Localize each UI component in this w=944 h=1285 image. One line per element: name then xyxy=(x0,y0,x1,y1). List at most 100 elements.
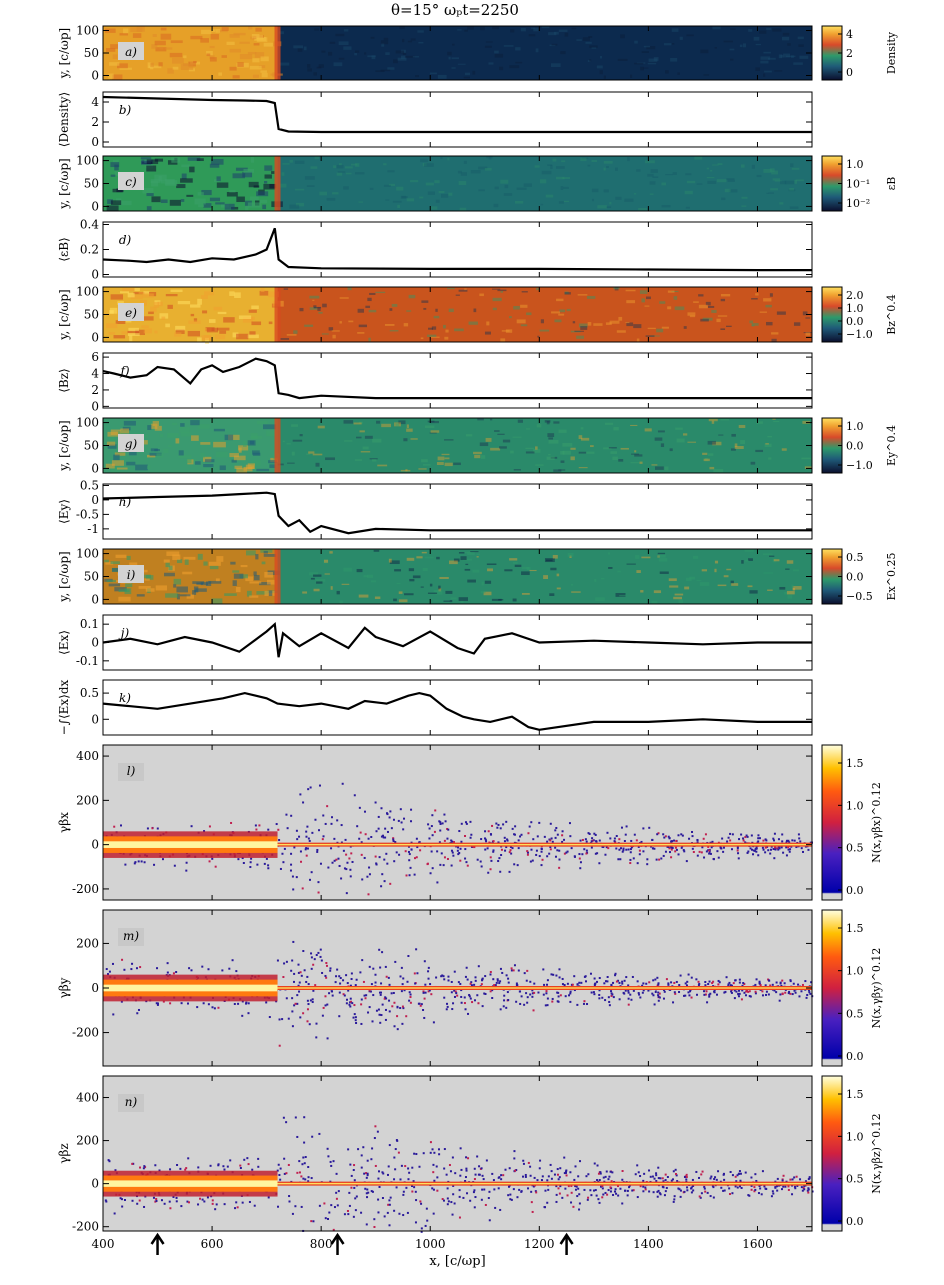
particle-dot xyxy=(709,992,712,995)
particle-dot xyxy=(787,839,790,842)
particle-dot xyxy=(350,1174,353,1177)
particle-dot xyxy=(345,1002,348,1005)
texture-patch xyxy=(440,157,443,159)
texture-patch xyxy=(343,29,349,32)
texture-patch xyxy=(718,434,724,436)
texture-patch xyxy=(173,584,177,588)
texture-patch xyxy=(163,448,169,454)
particle-dot xyxy=(354,984,357,987)
particle-dot xyxy=(201,1198,204,1201)
particle-dot xyxy=(717,979,720,982)
particle-dot xyxy=(764,984,767,987)
particle-dot xyxy=(294,1002,297,1005)
particle-dot xyxy=(457,846,460,849)
texture-patch xyxy=(745,559,749,562)
particle-dot xyxy=(761,990,764,993)
particle-dot xyxy=(755,850,758,853)
particle-dot xyxy=(698,1176,701,1179)
particle-dot xyxy=(375,863,378,866)
particle-dot xyxy=(288,1200,291,1203)
texture-patch xyxy=(562,442,573,447)
particle-dot xyxy=(385,852,388,855)
particle-dot xyxy=(524,1173,527,1176)
particle-dot xyxy=(318,1132,321,1135)
particle-dot xyxy=(531,995,534,998)
particle-dot xyxy=(499,870,502,873)
particle-dot xyxy=(156,1002,159,1005)
particle-dot xyxy=(355,978,358,981)
texture-patch xyxy=(189,166,195,173)
particle-dot xyxy=(744,841,747,844)
texture-patch xyxy=(152,33,157,37)
particle-dot xyxy=(555,826,558,829)
texture-patch xyxy=(596,65,603,69)
texture-patch xyxy=(119,33,129,36)
particle-dot xyxy=(278,1044,281,1047)
texture-patch xyxy=(716,318,721,323)
colorbar-tick-label: 0.0 xyxy=(846,571,864,584)
particle-dot xyxy=(685,1176,688,1179)
particle-dot xyxy=(658,992,661,995)
texture-patch xyxy=(677,72,681,75)
particle-dot xyxy=(808,991,811,994)
particle-dot xyxy=(427,990,430,993)
particle-dot xyxy=(773,832,776,835)
particle-dot xyxy=(727,983,730,986)
colorbar-tick-label: 0.5 xyxy=(846,1007,864,1020)
particle-dot xyxy=(487,830,490,833)
particle-dot xyxy=(433,830,436,833)
particle-dot xyxy=(791,839,794,842)
particle-dot xyxy=(415,1153,418,1156)
texture-patch xyxy=(389,560,400,565)
particle-dot xyxy=(401,983,404,986)
texture-patch xyxy=(424,163,434,167)
texture-patch xyxy=(409,578,415,582)
particle-dot xyxy=(607,996,610,999)
texture-patch xyxy=(491,598,502,601)
texture-patch xyxy=(609,320,620,324)
texture-patch xyxy=(558,29,568,32)
particle-dot xyxy=(293,972,296,975)
particle-dot xyxy=(775,981,778,984)
texture-patch xyxy=(488,62,494,65)
y-tick-label: 0 xyxy=(91,69,99,83)
particle-dot xyxy=(138,1199,141,1202)
particle-dot xyxy=(797,983,800,986)
particle-dot xyxy=(362,980,365,983)
particle-dot xyxy=(758,982,761,985)
particle-dot xyxy=(366,875,369,878)
particle-dot xyxy=(748,995,751,998)
texture-patch xyxy=(494,53,504,58)
particle-dot xyxy=(707,983,710,986)
particle-dot xyxy=(358,837,361,840)
texture-patch xyxy=(625,322,630,324)
particle-dot xyxy=(450,1201,453,1204)
particle-dot xyxy=(415,1199,418,1202)
particle-dot xyxy=(574,1188,577,1191)
texture-patch xyxy=(661,204,671,208)
texture-patch xyxy=(684,586,690,590)
panel-label-box xyxy=(118,1094,144,1112)
texture-patch xyxy=(686,180,696,184)
particle-dot xyxy=(345,853,348,856)
particle-dot xyxy=(430,850,433,853)
particle-dot xyxy=(687,991,690,994)
colorbar-tick-label: 1.5 xyxy=(846,757,864,770)
particle-dot xyxy=(321,971,324,974)
texture-patch xyxy=(698,294,704,297)
particle-dot xyxy=(627,997,630,1000)
particle-dot xyxy=(710,1175,713,1178)
particle-dot xyxy=(413,1152,416,1155)
particle-dot xyxy=(342,979,345,982)
texture-patch xyxy=(186,594,194,599)
texture-patch xyxy=(610,451,618,454)
texture-patch xyxy=(387,67,395,70)
texture-patch xyxy=(367,55,376,58)
particle-dot xyxy=(599,1185,602,1188)
panel-label: g) xyxy=(125,437,138,451)
texture-patch xyxy=(636,62,646,64)
texture-patch xyxy=(553,421,560,424)
particle-dot xyxy=(771,983,774,986)
particle-dot xyxy=(173,864,176,867)
particle-dot xyxy=(751,848,754,851)
